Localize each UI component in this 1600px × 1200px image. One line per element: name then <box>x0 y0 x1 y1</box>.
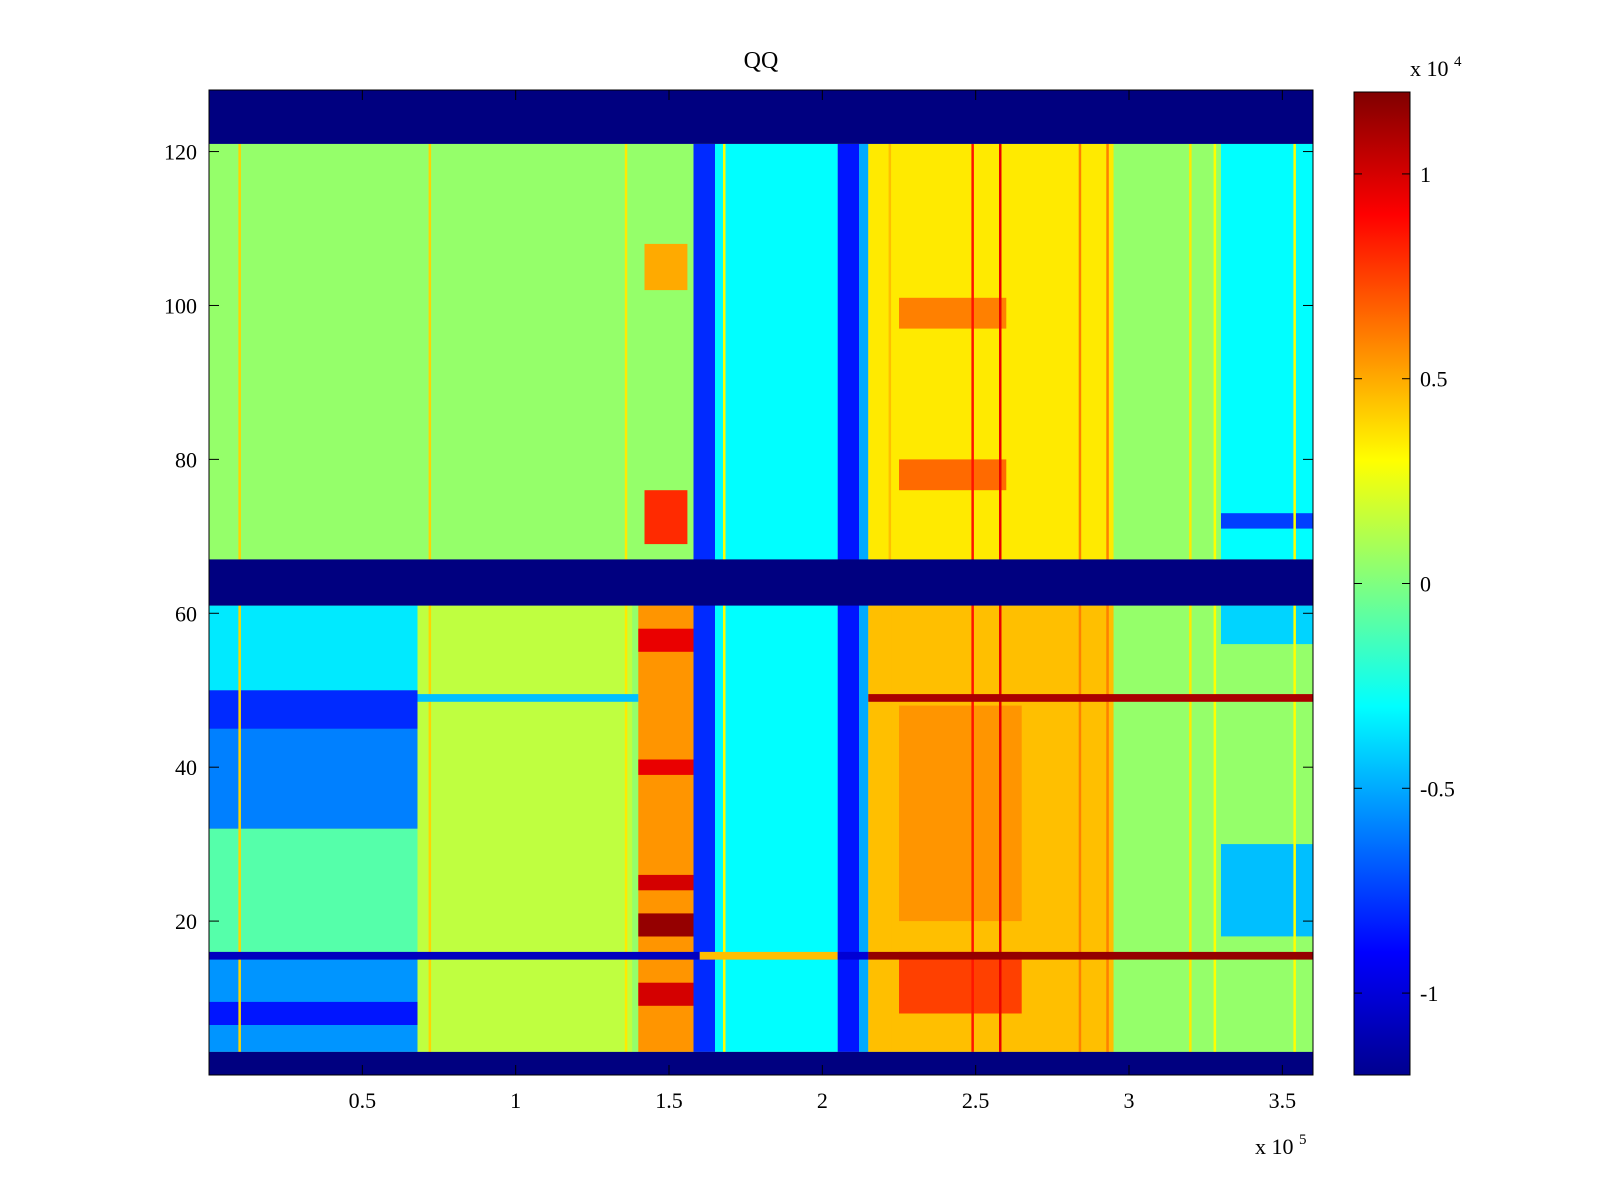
svg-text:x 10 5: x 10 5 <box>1255 1132 1307 1159</box>
x-tick-label: 3 <box>1124 1088 1135 1113</box>
heatmap-region <box>899 951 1022 1014</box>
x-tick-label: 0.5 <box>349 1088 377 1113</box>
heatmap-region <box>209 605 418 691</box>
colorbar-tick-label: 0 <box>1420 572 1431 597</box>
heatmap-row-line <box>209 951 700 960</box>
colorbar: 1 0.5 0 -0.5 -1 x 10 4 <box>1353 54 1462 1076</box>
heatmap-region <box>638 628 694 652</box>
y-tick-label: 80 <box>175 447 197 472</box>
colorbar-tick-label: -1 <box>1420 981 1438 1006</box>
x-tick-label: 3.5 <box>1269 1088 1297 1113</box>
heatmap-region <box>899 297 1007 329</box>
x-multiplier-base: x 10 <box>1255 1134 1294 1159</box>
colorbar-multiplier-exponent: 4 <box>1454 54 1462 70</box>
heatmap-region <box>644 243 688 291</box>
heatmap-region <box>638 982 694 1006</box>
y-tick-label: 120 <box>164 140 197 165</box>
y-tick-label: 20 <box>175 909 197 934</box>
heatmap-region <box>209 690 418 729</box>
heatmap-region <box>1221 143 1313 560</box>
x-tick-label: 2 <box>817 1088 828 1113</box>
heatmap-masked-band <box>209 90 1313 144</box>
heatmap-region <box>1221 605 1313 645</box>
heatmap-masked-band <box>209 1051 1313 1075</box>
heatmap-row-line <box>868 951 1313 960</box>
y-tick-label: 100 <box>164 293 197 318</box>
x-axis: 0.5 1 1.5 2 2.5 3 3.5 <box>349 90 1297 1113</box>
x-tick-label: 1 <box>510 1088 521 1113</box>
heatmap-region <box>638 605 694 1052</box>
heatmap-region <box>417 605 633 1052</box>
heatmap-region <box>899 459 1007 491</box>
colorbar-multiplier: x 10 4 <box>1410 54 1462 81</box>
colorbar-tick-label: 1 <box>1420 162 1431 187</box>
heatmap-region <box>1221 513 1313 529</box>
heatmap-masked-band <box>209 559 1313 606</box>
heatmap-row-line <box>417 694 639 702</box>
chart-title: QQ <box>744 48 779 74</box>
heatmap-cells <box>209 90 1313 1075</box>
heatmap-region <box>209 1001 418 1025</box>
colorbar-gradient <box>1353 91 1411 1076</box>
x-axis-multiplier: x 10 5 <box>1255 1132 1307 1159</box>
colorbar-tick-label: 0.5 <box>1420 367 1448 392</box>
colorbar-ticks: 1 0.5 0 -0.5 -1 <box>1354 162 1455 1006</box>
heatmap-row-line <box>837 951 869 960</box>
colorbar-multiplier-base: x 10 <box>1410 56 1449 81</box>
heatmap-region <box>1221 844 1313 937</box>
heatmap-region <box>638 874 694 891</box>
heatmap-region <box>638 913 694 937</box>
x-multiplier-exponent: 5 <box>1299 1132 1307 1148</box>
y-axis: 20 40 60 80 100 120 <box>164 140 1313 934</box>
heatmap-region <box>638 759 694 775</box>
y-tick-label: 60 <box>175 601 197 626</box>
heatmap-region <box>899 705 1022 922</box>
heatmap-region <box>209 828 418 952</box>
heatmap-row-line <box>699 951 838 960</box>
x-tick-label: 2.5 <box>962 1088 990 1113</box>
heatmap-region <box>868 143 1114 560</box>
plot-frame <box>208 89 1314 1076</box>
colorbar-tick-label: -0.5 <box>1420 776 1455 801</box>
y-tick-label: 40 <box>175 755 197 780</box>
x-tick-label: 1.5 <box>655 1088 683 1113</box>
heatmap-region <box>644 490 688 545</box>
heatmap-row-line <box>868 694 1313 702</box>
